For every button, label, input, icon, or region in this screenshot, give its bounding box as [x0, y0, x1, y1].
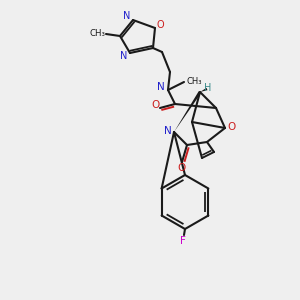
Text: O: O	[151, 100, 159, 110]
Text: O: O	[177, 163, 185, 173]
Polygon shape	[200, 88, 208, 92]
Text: F: F	[180, 236, 186, 246]
Text: O: O	[156, 20, 164, 30]
Text: N: N	[120, 51, 128, 61]
Text: N: N	[157, 82, 165, 92]
Polygon shape	[174, 91, 201, 132]
Text: CH₃: CH₃	[90, 28, 106, 38]
Text: CH₃: CH₃	[186, 76, 202, 85]
Text: N: N	[123, 11, 131, 21]
Text: O: O	[228, 122, 236, 132]
Text: N: N	[164, 126, 172, 136]
Text: H: H	[204, 83, 212, 93]
